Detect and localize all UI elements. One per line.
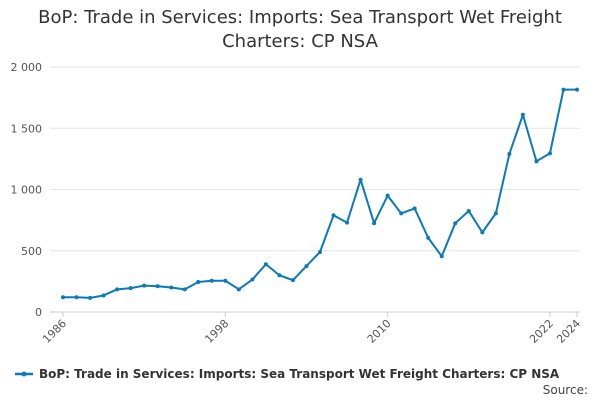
data-point — [520, 112, 525, 117]
data-point — [466, 208, 471, 213]
data-point — [318, 249, 322, 254]
data-point — [575, 87, 579, 92]
data-point — [439, 254, 444, 259]
grid-lines — [50, 66, 580, 317]
data-point — [277, 273, 282, 278]
data-point — [331, 213, 336, 218]
data-point — [358, 177, 363, 182]
x-tick-label: 2010 — [365, 317, 394, 346]
data-point — [304, 264, 309, 269]
data-point — [290, 278, 295, 283]
y-tick-label: 1 500 — [11, 122, 43, 135]
data-point — [155, 284, 160, 289]
data-point — [142, 283, 147, 288]
data-point — [561, 87, 566, 92]
data-point — [223, 278, 228, 283]
series-lines — [63, 88, 577, 299]
chart-title: BoP: Trade in Services: Imports: Sea Tra… — [38, 7, 562, 52]
data-point — [169, 285, 174, 290]
data-points — [61, 87, 579, 300]
data-point — [236, 287, 241, 292]
y-tick-label: 0 — [35, 306, 42, 319]
y-axis-tick-labels: 0 500 1 000 1 500 2 000 — [11, 61, 43, 319]
data-point — [196, 279, 201, 284]
y-tick-label: 1 000 — [11, 184, 43, 197]
y-tick-label: 500 — [21, 245, 42, 258]
data-point — [74, 295, 79, 300]
data-point — [182, 287, 187, 292]
data-point — [128, 286, 133, 291]
legend-label: BoP: Trade in Services: Imports: Sea Tra… — [39, 367, 560, 381]
data-point — [493, 211, 498, 216]
data-point — [115, 287, 120, 292]
data-point — [412, 206, 417, 211]
data-point — [453, 221, 458, 226]
series-line — [63, 88, 577, 299]
data-point — [61, 295, 65, 300]
data-point — [534, 159, 539, 164]
legend-swatch — [15, 371, 33, 377]
data-point — [101, 293, 106, 298]
data-point — [507, 151, 512, 156]
x-tick-label: 2024 — [554, 317, 583, 346]
data-point — [250, 277, 255, 282]
data-point — [209, 278, 214, 283]
data-point — [426, 235, 431, 240]
data-point — [345, 220, 350, 225]
data-point — [399, 211, 404, 216]
y-tick-label: 2 000 — [11, 61, 43, 74]
data-point — [480, 230, 485, 235]
data-point — [547, 151, 552, 156]
legend[interactable]: BoP: Trade in Services: Imports: Sea Tra… — [15, 367, 559, 381]
data-point — [88, 295, 93, 300]
x-tick-label: 1986 — [40, 317, 69, 346]
source-label: Source: — [542, 383, 588, 397]
x-tick-label: 2022 — [527, 317, 556, 346]
data-point — [372, 221, 377, 226]
data-point — [385, 193, 390, 198]
data-point — [263, 262, 268, 267]
x-tick-label: 1998 — [202, 317, 231, 346]
